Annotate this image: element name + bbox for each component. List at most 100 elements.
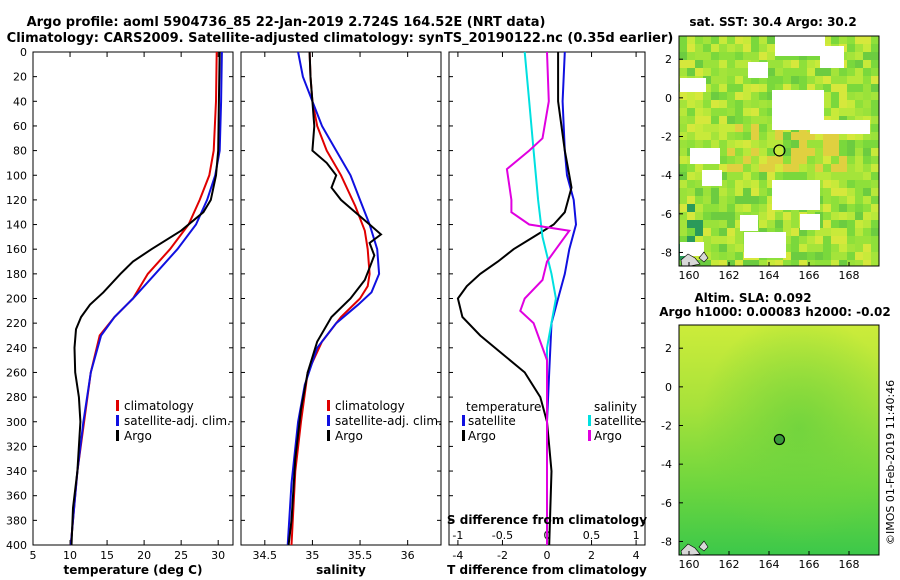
sst-cell [831, 108, 839, 116]
sst-cell [823, 236, 831, 244]
depth-tick-label: 400 [6, 539, 27, 552]
salinity-tick-label: 36 [401, 549, 415, 562]
sst-cell [751, 92, 759, 100]
sst-cell [735, 188, 743, 196]
sst-cell [735, 148, 743, 156]
sst-cell [743, 44, 751, 52]
sst-cell [735, 44, 743, 52]
sst-latitude-ticks: 2 0 -2 -4 -6 -8 [661, 53, 683, 259]
latitude-tick-label: 0 [665, 381, 672, 394]
sst-cell [735, 212, 743, 220]
sst-cell [735, 84, 743, 92]
sst-cell [727, 140, 735, 148]
sst-cell [855, 188, 863, 196]
sst-cell [727, 220, 735, 228]
sst-map-frame [678, 35, 880, 267]
sst-cell [807, 76, 815, 84]
sst-cell [815, 132, 823, 140]
longitude-tick-label: 162 [719, 269, 740, 282]
sst-cell [695, 180, 703, 188]
sst-cell [743, 132, 751, 140]
sst-cell [847, 244, 855, 252]
sst-cell [743, 164, 751, 172]
sst-cell [863, 196, 871, 204]
sst-cell [823, 204, 831, 212]
sst-cell [831, 220, 839, 228]
sst-cell [711, 92, 719, 100]
sst-cell [815, 156, 823, 164]
sst-cell [687, 116, 695, 124]
sst-cell [735, 244, 743, 252]
sst-cell [727, 108, 735, 116]
sst-cell [871, 188, 879, 196]
sst-cell [871, 252, 879, 260]
sst-cell [799, 84, 807, 92]
sst-cell [831, 140, 839, 148]
series-satellite-adj.-clim. [69, 51, 223, 546]
sst-cell [831, 36, 839, 44]
sst-cell [815, 260, 823, 266]
sst-cell [847, 204, 855, 212]
temperature-tick-label: 15 [100, 549, 114, 562]
depth-tick-label: 280 [6, 391, 27, 404]
sst-cell [783, 140, 791, 148]
sst-cell [695, 220, 703, 228]
sst-cell [871, 180, 879, 188]
sst-cell [735, 252, 743, 260]
sst-cell [839, 76, 847, 84]
sst-cell [687, 92, 695, 100]
sst-cell [775, 68, 783, 76]
sst-cell [743, 68, 751, 76]
sst-cell [791, 156, 799, 164]
sst-cell [831, 76, 839, 84]
sst-cell [735, 204, 743, 212]
sst-cell [847, 44, 855, 52]
latitude-tick-label: 2 [665, 342, 672, 355]
sst-cell [839, 252, 847, 260]
t-difference-tick-label: -2 [497, 549, 508, 562]
sst-cell [735, 124, 743, 132]
sst-cell [871, 124, 879, 132]
sst-cell [759, 148, 767, 156]
sst-cell [767, 164, 775, 172]
sst-cell [807, 252, 815, 260]
sst-cell [855, 52, 863, 60]
sst-cell [727, 44, 735, 52]
sst-cell [695, 236, 703, 244]
sst-cell [847, 212, 855, 220]
sst-cell [703, 84, 711, 92]
sst-cell [799, 68, 807, 76]
sst-cell [735, 52, 743, 60]
latitude-tick-label: -2 [661, 131, 672, 144]
sst-cell [711, 132, 719, 140]
sst-cell [727, 68, 735, 76]
temperature-panel: 0204060801001201401601802002202402602803… [6, 46, 645, 577]
sst-cell [799, 236, 807, 244]
sst-cell [783, 252, 791, 260]
sst-cell [759, 116, 767, 124]
sst-cell [743, 116, 751, 124]
sst-cell [839, 84, 847, 92]
sst-cell [775, 212, 783, 220]
legend-label-climatology: climatology [335, 399, 405, 413]
sst-cell [751, 164, 759, 172]
sst-cell [839, 236, 847, 244]
sst-cell [735, 108, 743, 116]
altimetry-map-subtitle: Argo h1000: 0.00083 h2000: -0.02 [659, 305, 890, 319]
sst-cell [719, 148, 727, 156]
sst-cell [695, 196, 703, 204]
sst-cell [823, 140, 831, 148]
sst-cell [743, 76, 751, 84]
sst-cell [839, 212, 847, 220]
sst-cell [719, 52, 727, 60]
sst-cell [711, 36, 719, 44]
longitude-tick-label: 168 [839, 558, 860, 571]
sst-cell [831, 236, 839, 244]
sst-cell [839, 164, 847, 172]
t-difference-tick-label: 4 [633, 549, 640, 562]
legend-label-sal-argo: Argo [594, 429, 622, 443]
sst-cell [831, 68, 839, 76]
sst-cell [695, 164, 703, 172]
sst-cell [783, 236, 791, 244]
sst-cell [703, 220, 711, 228]
